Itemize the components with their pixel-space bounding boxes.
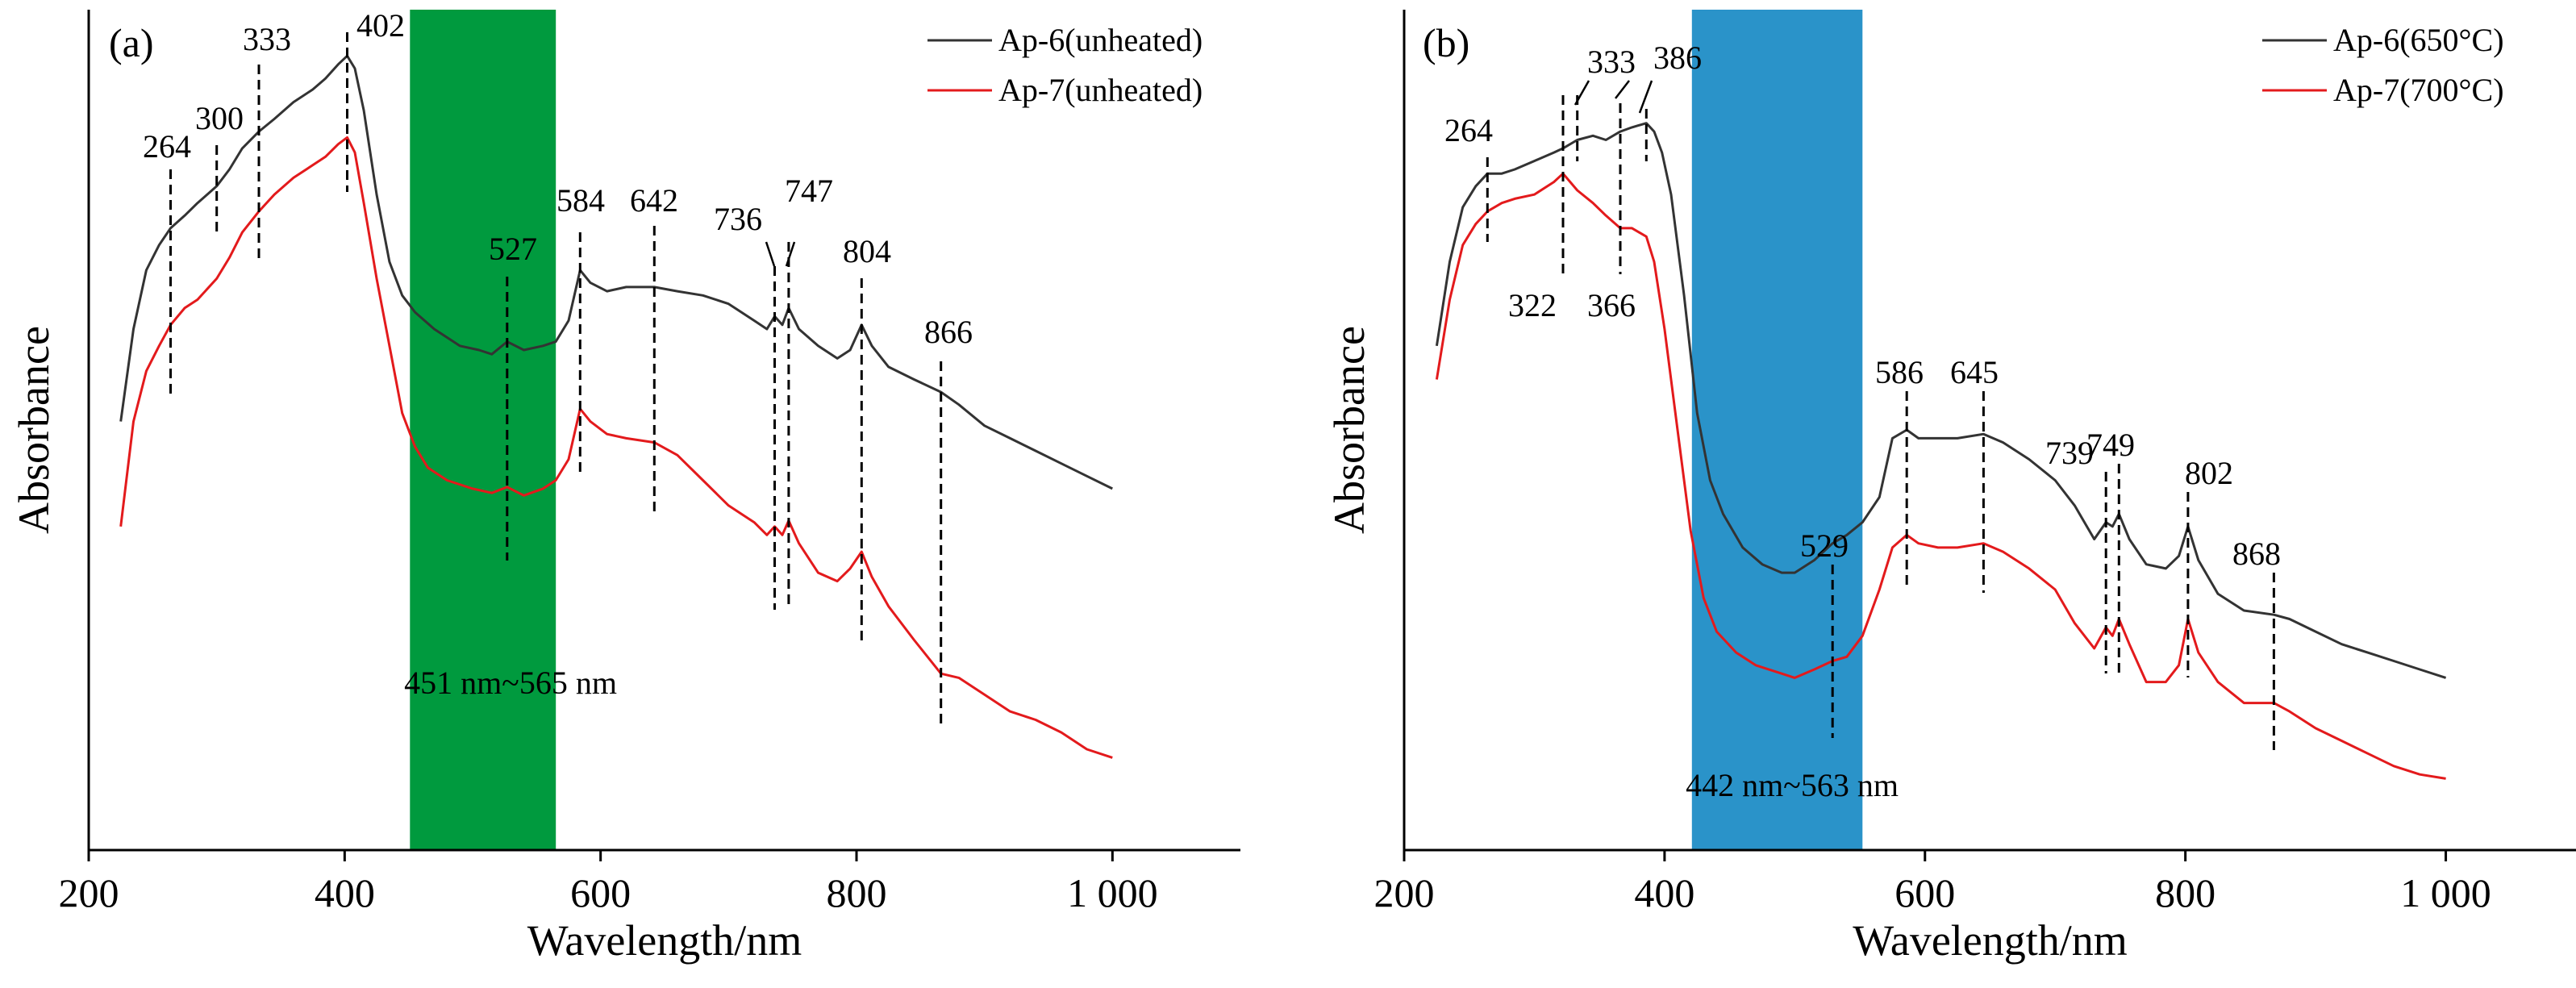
panel-a: 200 400 600 800 1 000 Wavelength/nm Absorbance…: [10, 7, 1240, 965]
x-tick-label: 600: [570, 870, 631, 915]
peak-label-529: 529: [1800, 527, 1849, 564]
peak-label-333: 333: [1587, 44, 1636, 80]
x-tick-label: 400: [1634, 870, 1694, 915]
peak-label-264: 264: [143, 128, 191, 165]
band-label: 451 nm~565 nm: [404, 665, 617, 701]
x-tick-label: 1 000: [1067, 870, 1158, 915]
shaded-band: [1691, 10, 1863, 850]
panel-b: 200 400 600 800 1 000 Wavelength/nm Absorbance…: [1325, 10, 2576, 965]
peak-leader-747: [785, 241, 796, 267]
legend-label: Ap-6(unheated): [998, 22, 1203, 58]
series-line-b-1: [1435, 122, 2447, 679]
x-tick-label: 200: [59, 870, 119, 915]
peak-leader-366: [1615, 80, 1630, 99]
x-tick-label: 600: [1894, 870, 1955, 915]
peak-label-333: 333: [243, 21, 291, 57]
y-axis-title: Absorbance: [1325, 326, 1373, 534]
legend: Ap-6(unheated) Ap-7(unheated): [927, 22, 1203, 108]
x-axis-title: Wavelength/nm: [1853, 916, 2128, 965]
legend-label: Ap-7(700°C): [2333, 72, 2504, 108]
peak-label-866: 866: [924, 314, 973, 350]
band-label: 442 nm~563 nm: [1686, 767, 1899, 803]
legend-label: Ap-6(650°C): [2333, 22, 2504, 58]
peak-label-584: 584: [556, 182, 605, 219]
shaded-band: [410, 10, 556, 850]
peak-label-739: 739: [2045, 435, 2094, 471]
peak-label-747: 747: [785, 173, 833, 209]
peak-label-645: 645: [1950, 354, 1999, 390]
x-axis-title: Wavelength/nm: [527, 916, 802, 965]
peak-label-300: 300: [195, 100, 244, 136]
x-tick-label: 400: [315, 870, 375, 915]
legend: Ap-6(650°C) Ap-7(700°C): [2262, 22, 2504, 108]
peak-leader-736: [765, 241, 776, 267]
peak-label-868: 868: [2232, 536, 2281, 572]
peak-label-264: 264: [1444, 112, 1493, 148]
peak-label-804: 804: [843, 233, 891, 269]
panel-label: (a): [109, 20, 154, 65]
peak-label-322: 322: [1508, 287, 1557, 323]
peak-leader-333: [1574, 80, 1590, 106]
peak-label-749: 749: [2086, 427, 2135, 463]
peak-label-527: 527: [489, 231, 537, 267]
x-tick-label: 800: [827, 870, 887, 915]
x-tick-label: 200: [1374, 870, 1435, 915]
peak-label-402: 402: [356, 7, 405, 44]
panel-label: (b): [1423, 20, 1469, 65]
peak-label-642: 642: [630, 182, 678, 219]
y-axis-title: Absorbance: [10, 326, 58, 534]
series-line-b-2: [1435, 172, 2446, 780]
legend-label: Ap-7(unheated): [998, 72, 1203, 108]
peak-label-386: 386: [1653, 40, 1702, 76]
series-line-a-1: [119, 54, 1113, 490]
peak-label-586: 586: [1875, 354, 1924, 390]
x-tick-label: 800: [2155, 870, 2215, 915]
x-tick-label: 1 000: [2400, 870, 2491, 915]
peak-label-802: 802: [2185, 455, 2233, 491]
peak-label-736: 736: [714, 201, 762, 237]
peak-label-366: 366: [1587, 287, 1636, 323]
peak-leader-386: [1638, 80, 1653, 114]
